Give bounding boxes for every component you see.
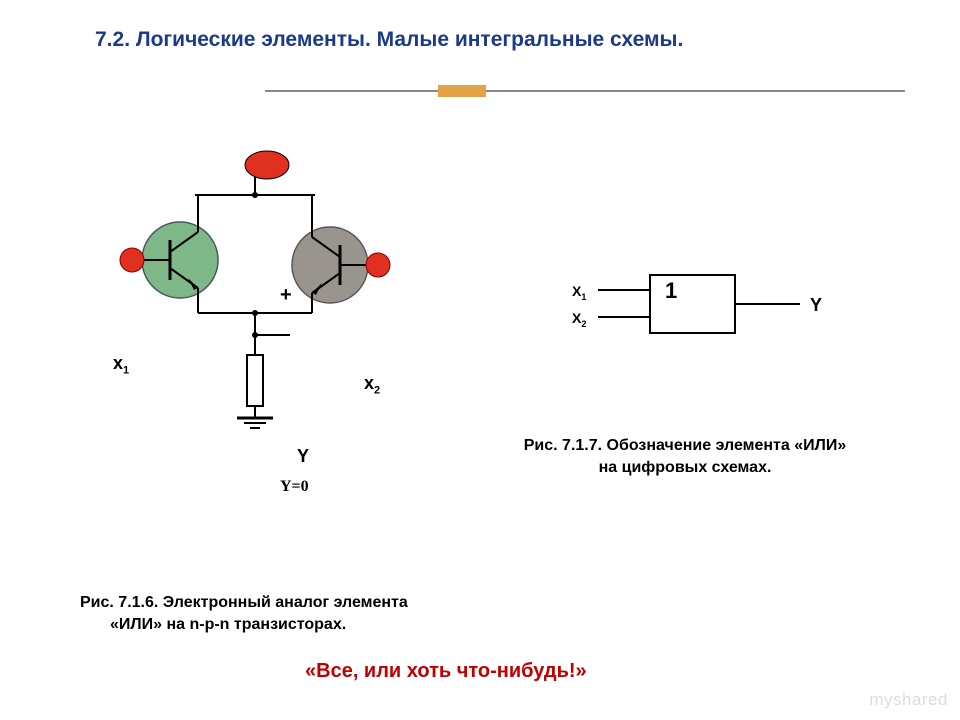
watermark: myshared [869,690,948,710]
label-x2: x2 [364,373,380,397]
or-gate-symbol [570,255,890,375]
label-Y-gate: Y [810,295,822,316]
title-accent [438,85,486,97]
gate-symbol-1: 1 [665,278,677,304]
page-title: 7.2. Логические элементы. Малые интеграл… [95,28,683,52]
quote-text: «Все, или хоть что-нибудь!» [305,660,587,683]
label-Yeq: Y=0 [280,478,309,496]
label-x1: x1 [113,353,129,377]
caption-left: Рис. 7.1.6. Электронный аналог элемента … [80,592,440,637]
label-plus: + [280,284,292,307]
label-X1-gate: X1 [572,283,586,302]
label-Y-circuit: Y [297,446,309,467]
title-underline [265,90,905,92]
label-X2-gate: X2 [572,310,586,329]
caption-right: Рис. 7.1.7. Обозначение элемента «ИЛИ» н… [470,435,900,480]
transistor-circuit [60,150,420,470]
